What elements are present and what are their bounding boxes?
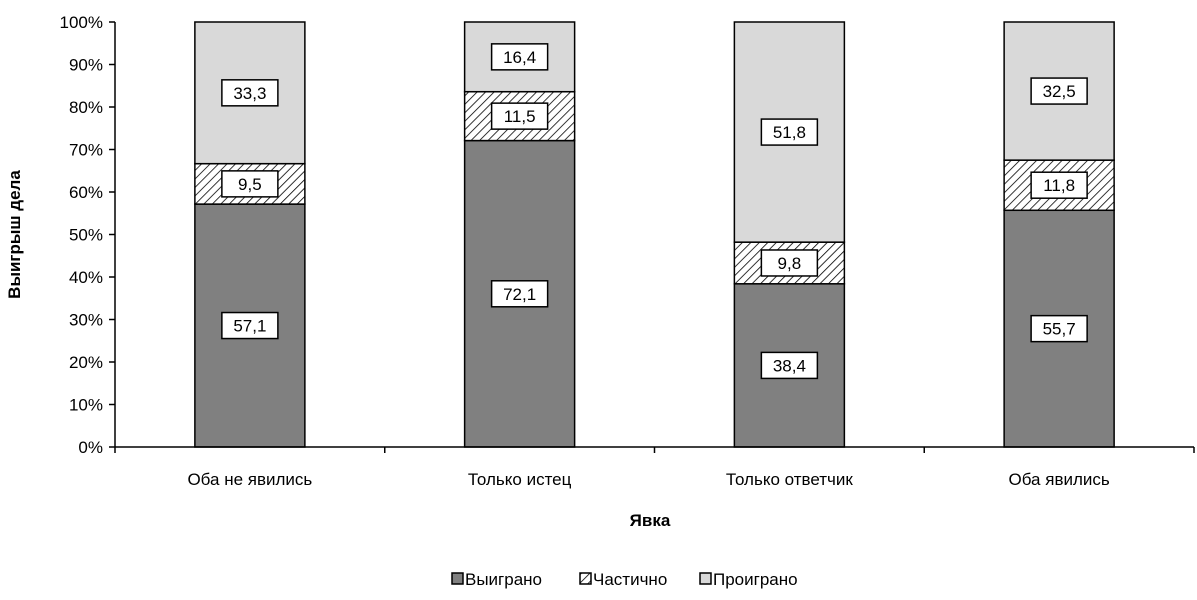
y-tick-label: 50% (69, 226, 103, 245)
y-axis-title-text: Выигрыш дела (5, 170, 24, 299)
data-label-box (490, 43, 549, 71)
data-label: 33,3 (233, 84, 266, 103)
x-axis: Оба не явились Только истец Только ответчи… (114, 446, 1195, 489)
y-axis: 0% 10% 20% 30% 40% 50% 60% 70% 80% 90% 100% (60, 13, 116, 457)
data-label-box (1030, 314, 1088, 343)
y-tick-label: 100% (60, 13, 103, 32)
y-tick-label: 60% (69, 183, 103, 202)
data-label-box (490, 102, 549, 130)
data-label-box (760, 249, 819, 277)
legend-swatch (451, 572, 464, 585)
data-label-box (760, 118, 819, 146)
y-tick-label: 70% (69, 141, 103, 160)
category-label: Только истец (468, 470, 572, 489)
y-tick-label: 40% (69, 268, 103, 287)
data-label-box (760, 351, 819, 380)
legend: Выиграно Частично Проиграно (451, 570, 798, 589)
legend-swatch (579, 572, 592, 585)
x-axis-title: Явка (630, 511, 671, 530)
data-label: 11,5 (504, 107, 536, 126)
legend-label: Выиграно (465, 570, 542, 589)
bars: 57,1 9,5 33,3 72,1 11,5 16,4 38,4 9,8 51,8 55,7 11… (194, 21, 1115, 448)
data-label: 38,4 (773, 356, 806, 375)
bar-segment-2 (733, 241, 846, 285)
y-tick-label: 0% (78, 438, 103, 457)
data-label: 57,1 (233, 317, 266, 336)
data-label: 16,4 (503, 48, 536, 67)
data-label: 55,7 (1043, 320, 1076, 339)
y-axis-title: Выигрыш дела (5, 170, 24, 299)
y-tick-label: 30% (69, 311, 103, 330)
data-label-box (490, 280, 549, 308)
data-label-box (1030, 171, 1088, 199)
data-label: 32,5 (1043, 82, 1076, 101)
data-label: 11,8 (1043, 176, 1075, 195)
data-label-box (1030, 77, 1088, 105)
y-tick-label: 90% (69, 56, 103, 75)
category-label: Только ответчик (726, 470, 853, 489)
legend-swatch (699, 572, 712, 585)
data-label: 51,8 (773, 123, 806, 142)
y-tick-label: 20% (69, 353, 103, 372)
data-label-box (221, 311, 279, 340)
data-label: 9,5 (238, 175, 262, 194)
legend-label: Частично (593, 570, 667, 589)
data-label: 9,8 (778, 254, 802, 273)
y-tick-label: 80% (69, 98, 103, 117)
category-label: Оба не явились (187, 470, 312, 489)
category-label: Оба явились (1008, 470, 1109, 489)
data-label: 72,1 (503, 285, 536, 304)
data-label-box (221, 170, 279, 198)
legend-label: Проиграно (713, 570, 798, 589)
data-label-box (221, 79, 279, 107)
y-tick-label: 10% (69, 396, 103, 415)
